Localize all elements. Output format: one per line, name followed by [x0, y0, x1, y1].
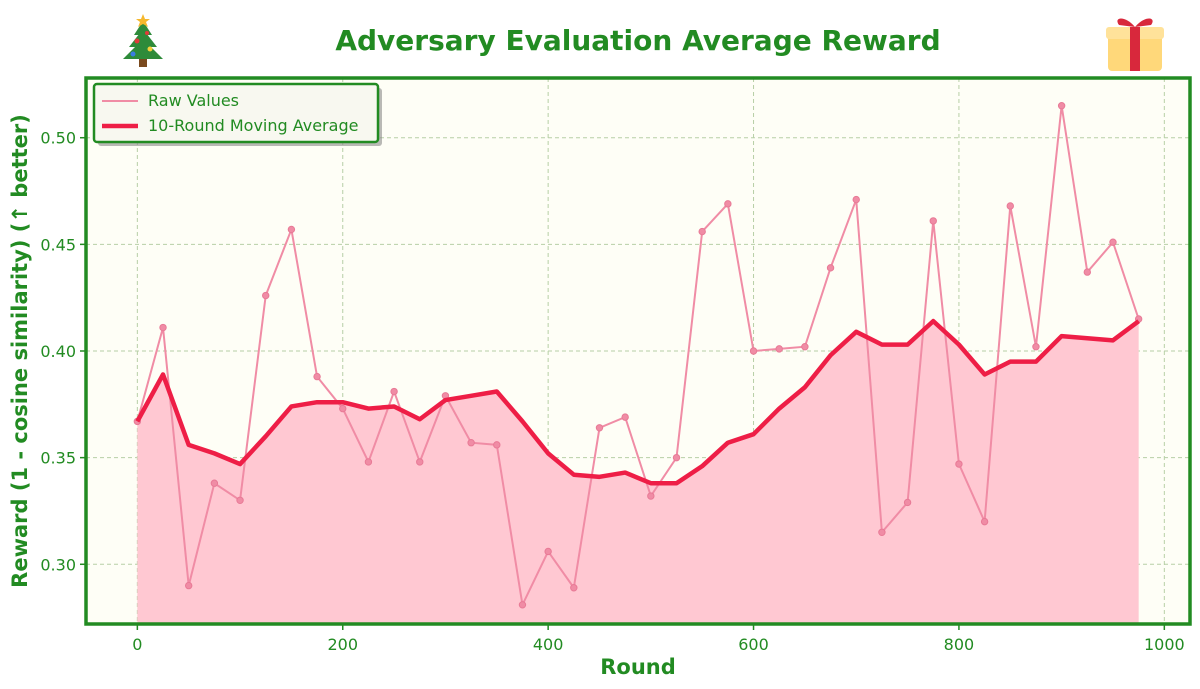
raw-value-point: [878, 528, 886, 536]
raw-value-point: [262, 291, 270, 300]
raw-value-point: [518, 601, 527, 609]
x-axis-ticks: 0 200 400 600 800 1000: [132, 624, 1185, 654]
legend: Raw Values 10-Round Moving Average: [92, 82, 382, 146]
raw-value-point: [1032, 343, 1040, 351]
y-tick-label: 0.45: [40, 235, 76, 254]
raw-value-point: [1109, 238, 1117, 246]
raw-value-point: [416, 458, 424, 466]
raw-value-point: [1083, 268, 1092, 276]
raw-value-point: [724, 200, 732, 208]
raw-value-point: [980, 517, 989, 526]
raw-value-point: [775, 345, 783, 353]
raw-value-point: [236, 496, 244, 504]
raw-value-point: [390, 387, 398, 396]
chart-title: Adversary Evaluation Average Reward: [335, 24, 940, 57]
raw-value-point: [826, 264, 835, 272]
x-tick-label: 400: [533, 635, 564, 654]
raw-value-point: [955, 460, 963, 468]
raw-value-point: [595, 424, 604, 432]
raw-value-point: [749, 347, 758, 355]
raw-value-point: [698, 227, 706, 236]
x-axis-label: Round: [600, 655, 676, 679]
x-tick-label: 800: [944, 635, 975, 654]
raw-value-point: [1006, 202, 1014, 210]
gift-icon: [1106, 18, 1164, 71]
raw-value-point: [544, 547, 552, 556]
moving-average-line: [135, 318, 1140, 486]
christmas-tree-icon: [123, 14, 163, 67]
x-tick-label: 1000: [1144, 635, 1185, 654]
raw-value-point: [570, 584, 578, 592]
raw-value-point: [801, 343, 809, 351]
raw-values-line: [136, 105, 1140, 609]
raw-value-point: [672, 453, 681, 462]
raw-value-point: [647, 492, 655, 500]
raw-value-point: [210, 479, 219, 487]
moving-average-fill: [137, 321, 1139, 624]
raw-value-point: [1057, 102, 1066, 110]
raw-value-point: [852, 195, 860, 204]
legend-raw-label: Raw Values: [148, 91, 239, 110]
x-tick-label: 200: [327, 635, 358, 654]
raw-value-point: [493, 441, 501, 449]
raw-value-point: [184, 581, 193, 590]
raw-value-point: [287, 225, 296, 234]
raw-value-point: [467, 439, 475, 447]
y-tick-label: 0.40: [40, 342, 76, 361]
raw-value-point: [159, 323, 167, 332]
raw-values-points: [133, 102, 1143, 609]
y-tick-label: 0.35: [40, 449, 76, 468]
legend-ma-label: 10-Round Moving Average: [148, 116, 358, 135]
y-tick-label: 0.50: [40, 129, 76, 148]
raw-value-point: [621, 413, 629, 421]
raw-value-point: [364, 458, 373, 466]
x-tick-label: 0: [132, 635, 142, 654]
y-axis-label: Reward (1 - cosine similarity) (↑ better…: [8, 114, 32, 588]
raw-value-point: [339, 404, 347, 413]
x-tick-label: 600: [738, 635, 769, 654]
raw-value-point: [903, 498, 912, 507]
y-axis-ticks: 0.30 0.35 0.40 0.45 0.50: [40, 129, 86, 574]
raw-value-point: [313, 372, 321, 381]
y-tick-label: 0.30: [40, 555, 76, 574]
raw-value-point: [929, 217, 937, 225]
